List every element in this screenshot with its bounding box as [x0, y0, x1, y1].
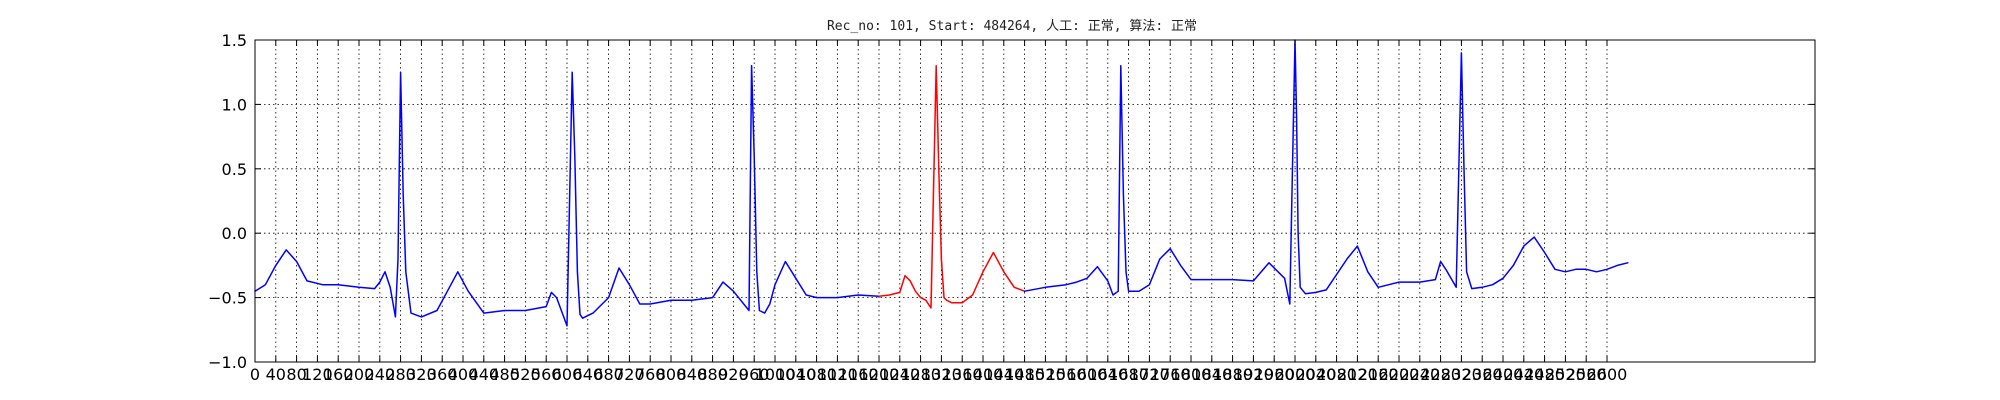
x-tick-label: 1920: [1233, 365, 1274, 384]
x-tick-label: 1600: [1067, 365, 1108, 384]
x-tick-label: 80: [286, 365, 306, 384]
x-tick-label: 1080: [796, 365, 837, 384]
x-tick-label: 400: [448, 365, 479, 384]
y-tick-label: 0.0: [222, 224, 247, 243]
x-tick-label: 1720: [1129, 365, 1170, 384]
x-tick-label: 1480: [1004, 365, 1045, 384]
x-tick-label: 2280: [1420, 365, 1461, 384]
x-tick-label: 2480: [1524, 365, 1565, 384]
x-tick-label: 2120: [1337, 365, 1378, 384]
y-tick-label: −0.5: [208, 289, 247, 308]
x-tick-label: 40: [266, 365, 286, 384]
x-tick-label: 0: [250, 365, 260, 384]
x-tick-label: 840: [677, 365, 708, 384]
grid-lines: [255, 40, 1815, 362]
x-tick-label: 1040: [775, 365, 816, 384]
x-tick-label: 2320: [1441, 365, 1482, 384]
plot-frame: [254, 39, 1816, 363]
x-tick-label: 800: [656, 365, 687, 384]
x-tick-label: 2240: [1399, 365, 1440, 384]
y-tick-label: 1.5: [222, 31, 247, 50]
x-tick-label: 960: [739, 365, 770, 384]
x-tick-label: 2000: [1275, 365, 1316, 384]
x-tick-label: 320: [406, 365, 437, 384]
x-tick-label: 1840: [1191, 365, 1232, 384]
x-tick-label: 1120: [817, 365, 858, 384]
x-tick-label: 1160: [838, 365, 879, 384]
y-axis-ticks: −1.0 −0.5 0.0 0.5 1.0 1.5: [208, 31, 1815, 372]
x-tick-label: 720: [614, 365, 645, 384]
x-tick-label: 480: [489, 365, 520, 384]
x-tick-label: 2520: [1545, 365, 1586, 384]
x-tick-label: 2560: [1566, 365, 1607, 384]
y-tick-label: 0.5: [222, 160, 247, 179]
x-tick-label: 2400: [1483, 365, 1524, 384]
series-line-0: [254, 65, 880, 327]
x-tick-label: 680: [593, 365, 624, 384]
x-axis-ticks: 0 40 8012016020024028032036040044048052056…: [250, 40, 1627, 384]
x-tick-label: 1360: [942, 365, 983, 384]
x-tick-label: 1440: [983, 365, 1024, 384]
x-tick-label: 1680: [1108, 365, 1149, 384]
x-tick-label: 1000: [755, 365, 796, 384]
x-tick-label: 1560: [1046, 365, 1087, 384]
x-tick-label: 2600: [1587, 365, 1628, 384]
x-tick-label: 2080: [1316, 365, 1357, 384]
x-tick-label: 160: [323, 365, 354, 384]
x-tick-label: 880: [697, 365, 728, 384]
x-tick-label: 1520: [1025, 365, 1066, 384]
x-tick-label: 920: [718, 365, 749, 384]
x-tick-label: 1400: [963, 365, 1004, 384]
x-tick-label: 1280: [900, 365, 941, 384]
x-tick-label: 2360: [1462, 365, 1503, 384]
x-tick-label: 1800: [1171, 365, 1212, 384]
series-line-1: [878, 65, 1026, 309]
series-line-2: [1023, 39, 1629, 305]
x-tick-label: 2040: [1295, 365, 1336, 384]
x-tick-label: 1240: [879, 365, 920, 384]
x-tick-label: 760: [635, 365, 666, 384]
x-tick-label: 1880: [1212, 365, 1253, 384]
x-tick-label: 1640: [1087, 365, 1128, 384]
x-tick-label: 280: [385, 365, 416, 384]
x-tick-label: 560: [531, 365, 562, 384]
x-tick-label: 520: [510, 365, 541, 384]
x-tick-label: 1760: [1150, 365, 1191, 384]
x-tick-label: 1960: [1254, 365, 1295, 384]
series-lines: [254, 39, 1629, 327]
y-tick-label: 1.0: [222, 95, 247, 114]
x-tick-label: 2200: [1379, 365, 1420, 384]
x-tick-label: 200: [344, 365, 375, 384]
x-tick-label: 240: [365, 365, 396, 384]
x-tick-label: 2160: [1358, 365, 1399, 384]
x-tick-label: 2440: [1503, 365, 1544, 384]
x-tick-label: 440: [469, 365, 500, 384]
y-tick-label: −1.0: [208, 353, 247, 372]
chart-title: Rec_no: 101, Start: 484264, 人工: 正常, 算法: …: [827, 19, 1197, 34]
x-tick-label: 1200: [859, 365, 900, 384]
x-tick-label: 360: [427, 365, 458, 384]
x-tick-label: 640: [573, 365, 604, 384]
x-tick-label: 120: [302, 365, 333, 384]
x-tick-label: 1320: [921, 365, 962, 384]
x-tick-label: 600: [552, 365, 583, 384]
